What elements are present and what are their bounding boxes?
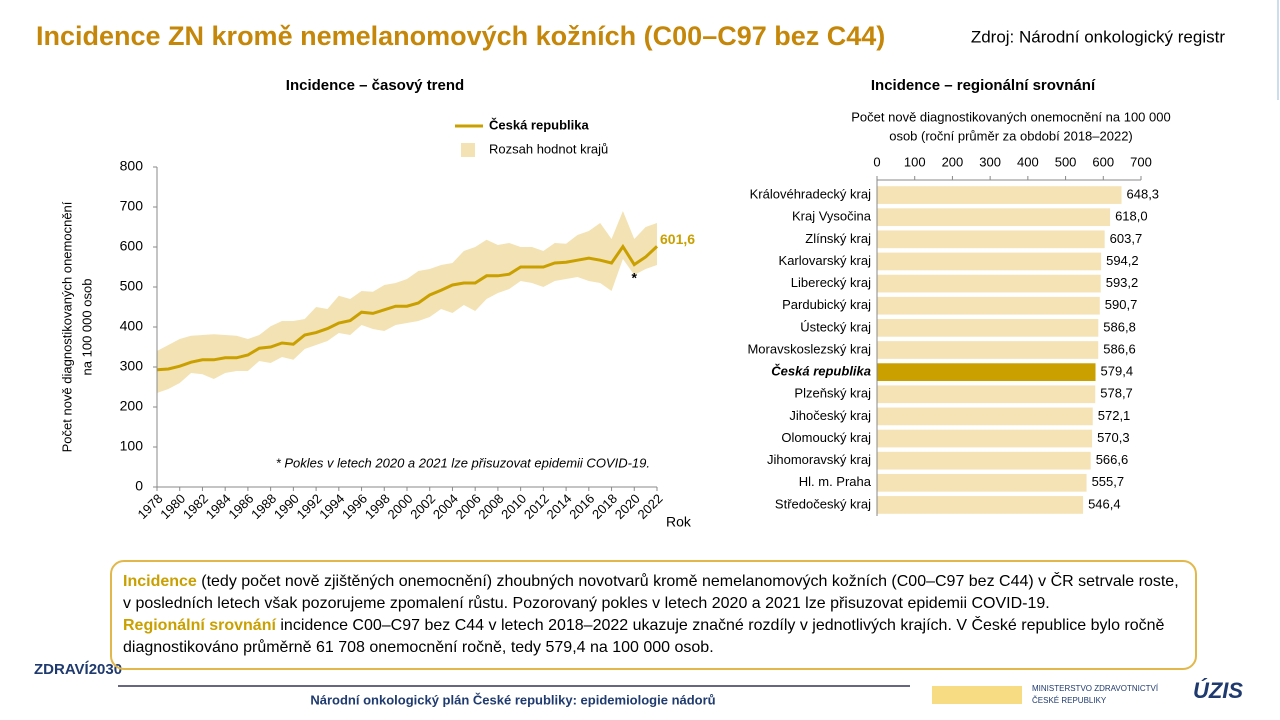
category-label: Pardubický kraj <box>782 297 871 312</box>
chart-subtitle: Počet nově diagnostikovaných onemocnění … <box>851 109 1170 124</box>
category-label: Hl. m. Praha <box>799 474 872 489</box>
value-label: 555,7 <box>1092 474 1125 489</box>
footer-text: Národní onkologický plán České republiky… <box>310 692 715 707</box>
value-label: 603,7 <box>1110 231 1143 246</box>
value-label: 593,2 <box>1106 275 1139 290</box>
value-label: 579,4 <box>1101 364 1134 379</box>
annotation: * <box>632 269 638 285</box>
bar <box>877 252 1102 271</box>
bar <box>877 363 1096 381</box>
value-label: 648,3 <box>1127 187 1160 202</box>
bar <box>877 385 1096 404</box>
y-tick-label: 300 <box>120 358 144 374</box>
y-axis-label: Počet nově diagnostikovaných onemocnění <box>59 201 74 452</box>
x-tick-label: 300 <box>979 154 1001 169</box>
category-label: Středočeský kraj <box>775 496 871 511</box>
range-band <box>157 211 657 393</box>
value-label: 618,0 <box>1115 209 1148 224</box>
x-axis-label: Rok <box>666 514 692 530</box>
category-label: Ústecký kraj <box>800 319 871 334</box>
category-label: Liberecký kraj <box>791 275 871 290</box>
summary-lead: Incidence <box>123 573 197 590</box>
value-label: 590,7 <box>1105 297 1138 312</box>
legend-label: Česká republika <box>489 117 589 132</box>
x-tick-label: 600 <box>1092 154 1114 169</box>
title: Incidence ZN kromě nemelanomových kožníc… <box>36 21 885 51</box>
x-tick-label: 200 <box>942 154 964 169</box>
logo-left: ZDRAVÍ2030 <box>34 661 122 678</box>
value-label: 594,2 <box>1106 253 1139 268</box>
bar <box>877 473 1087 492</box>
y-tick-label: 800 <box>120 158 144 174</box>
summary-text: (tedy počet nově zjištěných onemocnění) … <box>123 573 1179 612</box>
category-label: Jihomoravský kraj <box>767 452 871 467</box>
ministry: ČESKÉ REPUBLIKY <box>1032 696 1107 705</box>
y-tick-label: 700 <box>120 198 144 214</box>
value-label: 586,8 <box>1103 319 1136 334</box>
legend-swatch <box>461 143 475 157</box>
value-label: 578,7 <box>1100 386 1133 401</box>
value-label: 566,6 <box>1096 452 1129 467</box>
bar <box>877 429 1093 448</box>
summary-box: Incidence (tedy počet nově zjištěných on… <box>110 560 1197 670</box>
category-label: Plzeňský kraj <box>794 386 871 401</box>
bar <box>877 186 1122 204</box>
category-label: Olomoucký kraj <box>781 430 871 445</box>
bar <box>877 274 1101 293</box>
category-label: Karlovarský kraj <box>779 253 872 268</box>
bar <box>877 451 1091 470</box>
chart-subtitle: osob (roční průměr za období 2018–2022) <box>889 128 1133 143</box>
source: Zdroj: Národní onkologický registr <box>971 27 1226 46</box>
x-tick-label: 500 <box>1055 154 1077 169</box>
note: * Pokles v letech 2020 a 2021 lze přisuz… <box>276 455 650 470</box>
ministry: MINISTERSTVO ZDRAVOTNICTVÍ <box>1032 684 1159 693</box>
summary-paragraph: Regionální srovnání incidence C00–C97 be… <box>123 615 1184 659</box>
category-label: Královéhradecký kraj <box>750 187 871 202</box>
bar <box>877 407 1093 426</box>
trend-line <box>156 243 659 372</box>
bar <box>877 296 1100 315</box>
category-label: Moravskoslezský kraj <box>747 341 871 356</box>
category-label: Jihočeský kraj <box>789 408 871 423</box>
value-label: 570,3 <box>1097 430 1130 445</box>
chart-title: Incidence – časový trend <box>286 77 464 94</box>
x-tick-label: 2022 <box>634 491 665 522</box>
category-label: Zlínský kraj <box>805 231 871 246</box>
bar <box>877 496 1084 514</box>
data-label: 601,6 <box>660 231 695 247</box>
summary-lead: Regionální srovnání <box>123 617 276 634</box>
y-tick-label: 600 <box>120 238 144 254</box>
chart-title: Incidence – regionální srovnání <box>871 77 1096 94</box>
y-tick-label: 0 <box>135 478 143 494</box>
summary-text: incidence C00–C97 bez C44 v letech 2018–… <box>123 617 1165 656</box>
y-tick-label: 400 <box>120 318 144 334</box>
bar <box>877 230 1105 249</box>
bar <box>877 341 1099 359</box>
x-tick-label: 400 <box>1017 154 1039 169</box>
logo-icons <box>932 686 1022 704</box>
category-label: Česká republika <box>771 364 871 379</box>
y-tick-label: 500 <box>120 278 144 294</box>
x-tick-label: 700 <box>1130 154 1152 169</box>
bar <box>877 319 1099 337</box>
y-tick-label: 200 <box>120 398 144 414</box>
y-tick-label: 100 <box>120 438 144 454</box>
value-label: 572,1 <box>1098 408 1131 423</box>
category-label: Kraj Vysočina <box>792 209 872 224</box>
bar <box>877 208 1111 227</box>
value-label: 586,6 <box>1103 341 1136 356</box>
x-tick-label: 0 <box>873 154 880 169</box>
y-axis-label: na 100 000 osob <box>79 279 94 376</box>
legend-label: Rozsah hodnot krajů <box>489 141 608 156</box>
x-tick-label: 100 <box>904 154 926 169</box>
value-label: 546,4 <box>1088 496 1121 511</box>
summary-paragraph: Incidence (tedy počet nově zjištěných on… <box>123 571 1184 615</box>
logo-right: ÚZIS <box>1193 678 1243 703</box>
